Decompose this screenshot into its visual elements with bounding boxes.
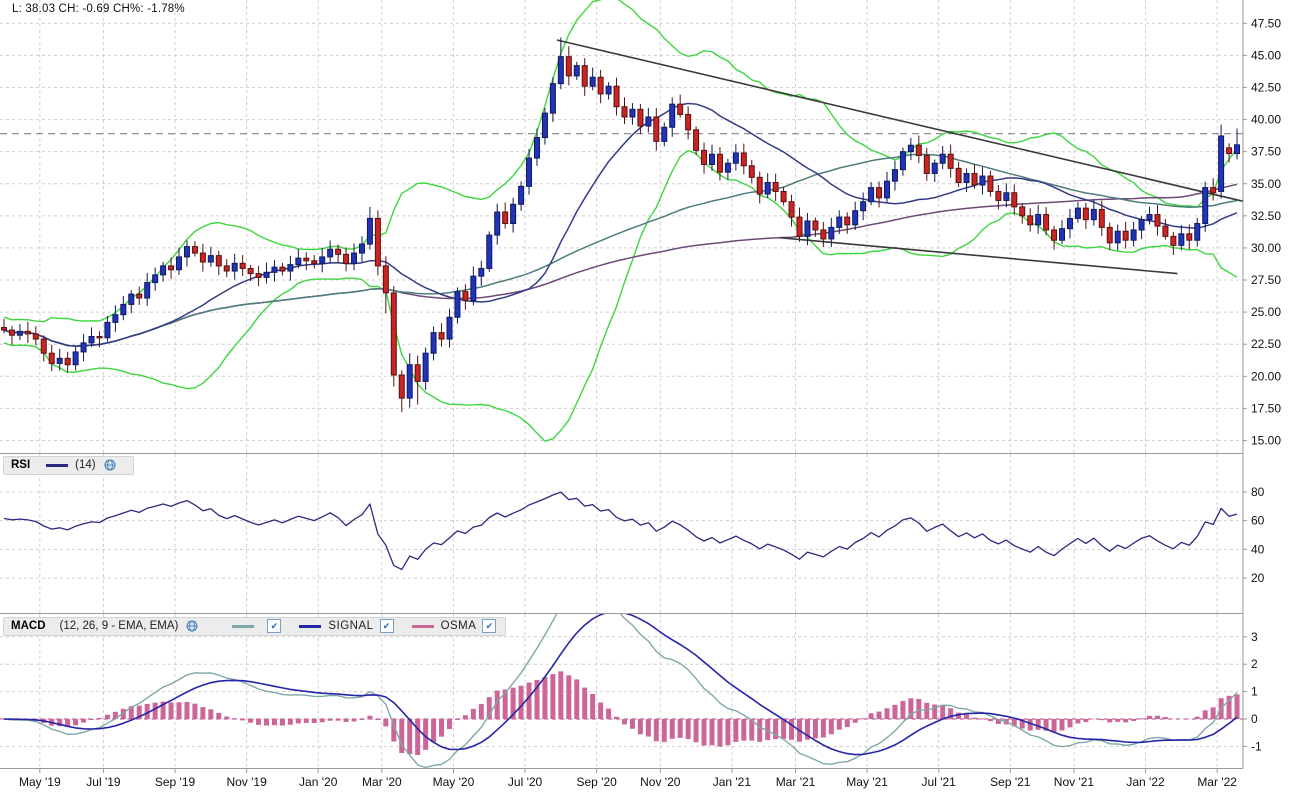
rsi-title: RSI [11, 459, 31, 471]
macd-line-checkbox[interactable]: ✔ [267, 619, 282, 633]
svg-text:Jul '21: Jul '21 [922, 775, 957, 789]
svg-text:37.50: 37.50 [1251, 145, 1281, 159]
rsi-line-swatch [46, 463, 69, 467]
svg-text:Jan '21: Jan '21 [713, 775, 752, 789]
signal-label: SIGNAL [328, 620, 374, 632]
svg-text:May '19: May '19 [19, 775, 61, 789]
osma-label: OSMA [440, 620, 477, 632]
svg-text:60: 60 [1251, 514, 1265, 528]
globe-icon [186, 620, 198, 632]
svg-text:Jul '20: Jul '20 [508, 775, 543, 789]
globe-icon [104, 459, 116, 471]
svg-text:0: 0 [1251, 712, 1258, 726]
svg-text:Jan '22: Jan '22 [1126, 775, 1165, 789]
svg-text:Mar '20: Mar '20 [362, 775, 402, 789]
svg-text:27.50: 27.50 [1251, 273, 1281, 287]
svg-text:17.50: 17.50 [1251, 401, 1281, 415]
svg-text:42.50: 42.50 [1251, 80, 1281, 94]
svg-text:-1: -1 [1251, 739, 1262, 753]
macd-line-swatch [232, 624, 255, 628]
svg-text:Jan '20: Jan '20 [299, 775, 338, 789]
svg-text:Jul '19: Jul '19 [86, 775, 121, 789]
svg-text:20: 20 [1251, 571, 1265, 585]
svg-text:Nov '20: Nov '20 [640, 775, 681, 789]
osma-checkbox[interactable]: ✔ [482, 619, 497, 633]
svg-text:80: 80 [1251, 485, 1265, 499]
svg-text:22.50: 22.50 [1251, 337, 1281, 351]
macd-panel-header: MACD (12, 26, 9 - EMA, EMA) ✔ SIGNAL ✔ O… [3, 616, 507, 636]
svg-text:40.00: 40.00 [1251, 113, 1281, 127]
rsi-settings-button[interactable] [104, 459, 116, 471]
svg-text:Sep '21: Sep '21 [990, 775, 1031, 789]
rsi-params: (14) [75, 459, 96, 471]
svg-text:Mar '21: Mar '21 [776, 775, 816, 789]
svg-text:Mar '22: Mar '22 [1197, 775, 1237, 789]
quote-summary: L: 38.03 CH: -0.69 CH%: -1.78% [12, 3, 185, 15]
svg-text:May '21: May '21 [846, 775, 888, 789]
svg-text:3: 3 [1251, 630, 1258, 644]
signal-checkbox[interactable]: ✔ [379, 619, 394, 633]
svg-text:45.00: 45.00 [1251, 48, 1281, 62]
macd-title: MACD [11, 620, 46, 632]
svg-text:35.00: 35.00 [1251, 177, 1281, 191]
svg-text:20.00: 20.00 [1251, 369, 1281, 383]
osma-swatch [411, 624, 434, 628]
svg-text:Nov '19: Nov '19 [226, 775, 267, 789]
svg-text:47.50: 47.50 [1251, 16, 1281, 30]
svg-text:1: 1 [1251, 685, 1258, 699]
svg-text:Nov '21: Nov '21 [1054, 775, 1095, 789]
svg-text:25.00: 25.00 [1251, 305, 1281, 319]
svg-text:40: 40 [1251, 542, 1265, 556]
rsi-panel-header: RSI (14) [3, 455, 134, 475]
svg-text:Sep '19: Sep '19 [155, 775, 196, 789]
signal-line-swatch [299, 624, 322, 628]
macd-settings-button[interactable] [186, 620, 198, 632]
svg-text:May '20: May '20 [433, 775, 475, 789]
svg-text:Sep '20: Sep '20 [576, 775, 617, 789]
svg-text:2: 2 [1251, 657, 1258, 671]
svg-text:30.00: 30.00 [1251, 241, 1281, 255]
macd-params: (12, 26, 9 - EMA, EMA) [59, 620, 179, 632]
svg-text:15.00: 15.00 [1251, 433, 1281, 447]
svg-text:32.50: 32.50 [1251, 209, 1281, 223]
